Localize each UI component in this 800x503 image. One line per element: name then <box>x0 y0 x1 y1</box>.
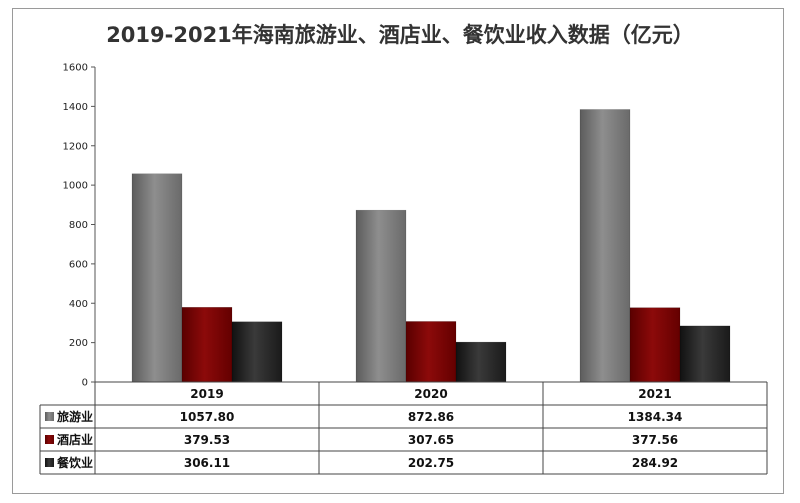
y-tick-label: 0 <box>82 378 88 389</box>
bar-餐饮业-2019 <box>231 321 283 383</box>
series-name: 旅游业 <box>57 409 93 424</box>
y-tick-label: 400 <box>69 299 88 310</box>
bar-旅游业-2019 <box>131 173 183 383</box>
y-tick-label: 1200 <box>63 141 88 152</box>
y-tick-label: 600 <box>69 259 88 270</box>
data-table: 2019 2020 2021 旅游业 1057.80 872.86 1384.34 酒店业 37… <box>39 381 768 475</box>
legend-swatch-旅游业 <box>45 412 54 421</box>
category-label: 2021 <box>638 387 671 401</box>
data-label: 1384.34 <box>628 410 683 424</box>
bar-酒店业-2021 <box>629 307 681 383</box>
axis-layer: 0 200 400 600 800 1000 1200 1400 1600 <box>63 63 96 389</box>
data-label: 307.65 <box>408 433 454 447</box>
bar-酒店业-2020 <box>405 321 457 383</box>
y-tick-label: 800 <box>69 220 88 231</box>
category-label: 2020 <box>414 387 447 401</box>
y-tick-label: 200 <box>69 338 88 349</box>
series-name: 酒店业 <box>57 432 93 447</box>
bar-餐饮业-2021 <box>679 325 731 383</box>
legend-swatch-酒店业 <box>45 435 54 444</box>
y-tick-label: 1000 <box>63 181 88 192</box>
data-label: 306.11 <box>184 456 230 470</box>
y-tick-label: 1600 <box>63 63 88 74</box>
category-label: 2019 <box>190 387 223 401</box>
bar-旅游业-2021 <box>579 109 631 383</box>
data-label: 377.56 <box>632 433 678 447</box>
series-name: 餐饮业 <box>57 455 93 470</box>
bar-餐饮业-2020 <box>455 341 507 383</box>
data-label: 379.53 <box>184 433 230 447</box>
legend-swatch-餐饮业 <box>45 458 54 467</box>
chart-title: 2019-2021年海南旅游业、酒店业、餐饮业收入数据（亿元） <box>106 23 694 47</box>
data-label: 872.86 <box>408 410 454 424</box>
bar-旅游业-2020 <box>355 209 407 383</box>
data-label: 284.92 <box>632 456 678 470</box>
bar-layer <box>131 109 731 383</box>
data-label: 1057.80 <box>180 410 235 424</box>
data-label: 202.75 <box>408 456 454 470</box>
bar-酒店业-2019 <box>181 307 233 383</box>
y-tick-label: 1400 <box>63 102 88 113</box>
